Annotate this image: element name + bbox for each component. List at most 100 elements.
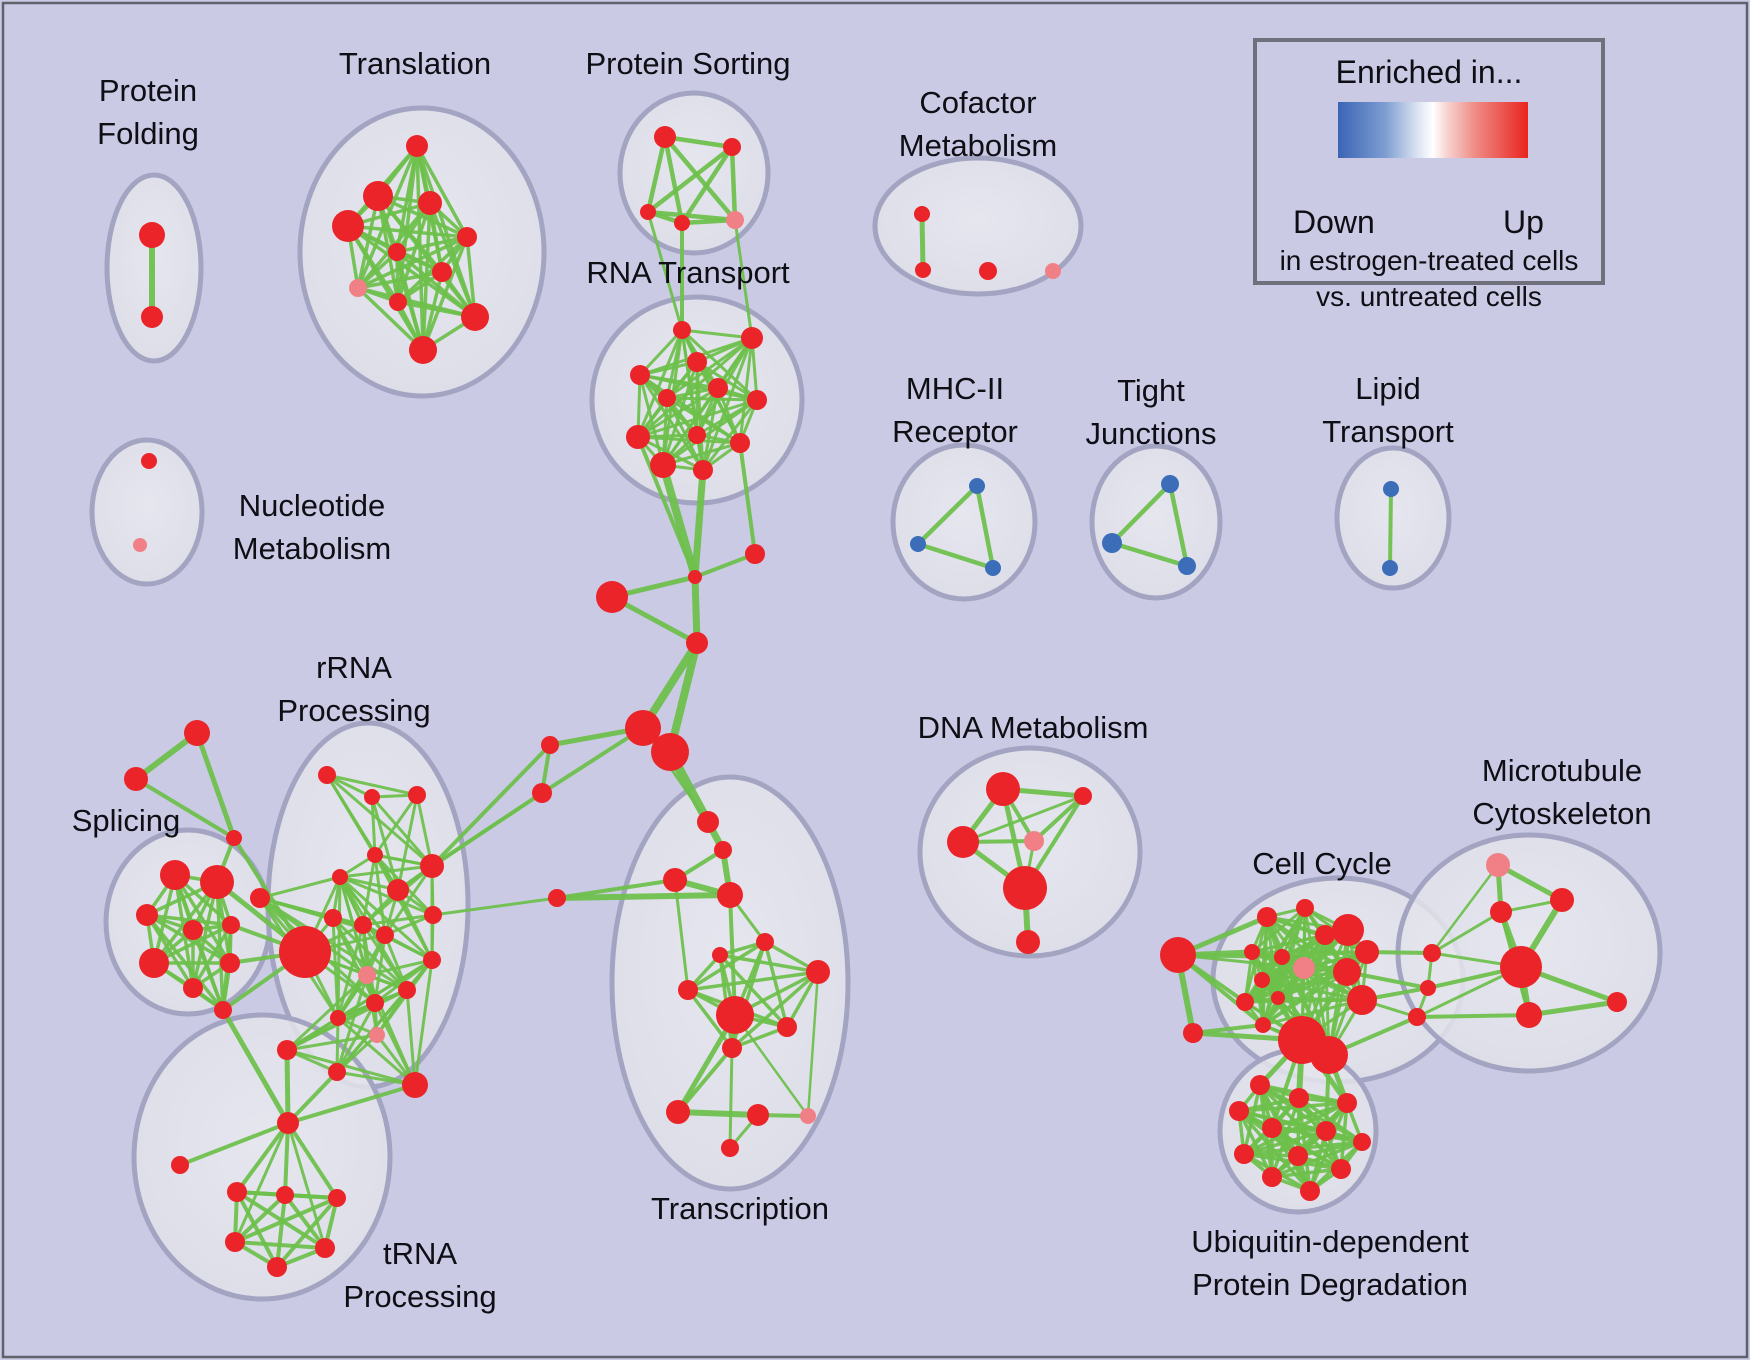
node-c6 bbox=[651, 733, 689, 771]
node-u7 bbox=[1353, 1133, 1371, 1151]
edge-rt7-rt12 bbox=[701, 398, 759, 472]
node-ps1 bbox=[654, 126, 676, 148]
node-t1 bbox=[406, 135, 428, 157]
label-tight-junctions: Tight bbox=[1117, 373, 1185, 408]
edge-cc7-cc17 bbox=[1250, 933, 1327, 954]
edge-ps2-ps4 bbox=[679, 144, 735, 226]
edge-tn1-tn4 bbox=[283, 1121, 290, 1197]
node-rr4 bbox=[367, 847, 383, 863]
label-protein-folding: Protein bbox=[99, 73, 197, 108]
edge-rr10-rr4 bbox=[373, 853, 387, 937]
node-s8 bbox=[183, 978, 203, 998]
edge-ps1-ps2 bbox=[662, 134, 735, 150]
node-rr2 bbox=[364, 789, 380, 805]
edge-t5-t6 bbox=[395, 235, 469, 254]
node-s6 bbox=[139, 948, 169, 978]
node-rr8 bbox=[424, 906, 442, 924]
legend-box: Enriched in... Down Up in estrogen-treat… bbox=[1253, 38, 1605, 312]
edge-rr13-rr19 bbox=[413, 958, 434, 1087]
edge-s2-s6 bbox=[152, 880, 219, 965]
edge-rr3-rr5 bbox=[415, 793, 434, 868]
edge-rt5-rt12 bbox=[701, 386, 720, 472]
node-rr10 bbox=[376, 926, 394, 944]
edge-cc15-cc17 bbox=[1323, 933, 1331, 1057]
edge-t1-t8 bbox=[356, 144, 419, 290]
edge-tr7-tr11 bbox=[718, 953, 789, 1029]
label-microtubule-cytoskeleton: Cytoskeleton bbox=[1472, 796, 1651, 831]
node-cc5 bbox=[1332, 914, 1364, 946]
node-rt1 bbox=[673, 321, 691, 339]
edge-tj1-tj2 bbox=[1109, 481, 1173, 546]
edge-tj2-tj3 bbox=[1109, 540, 1190, 569]
node-m2 bbox=[1420, 980, 1436, 996]
edge-u7-u10 bbox=[1270, 1140, 1364, 1179]
node-t5 bbox=[457, 227, 477, 247]
label-protein-sorting: Protein Sorting bbox=[585, 46, 790, 81]
edge-c8-rr7 bbox=[396, 791, 544, 892]
node-rt4 bbox=[630, 365, 650, 385]
edge-rt8-c1 bbox=[636, 435, 697, 579]
edge-s3-s7 bbox=[145, 913, 232, 965]
edge-rr17-rr16 bbox=[285, 1016, 340, 1052]
label-ubiquitin-degradation: Ubiquitin-dependent bbox=[1191, 1224, 1469, 1259]
node-t8 bbox=[349, 279, 367, 297]
edge-rt8-rt12 bbox=[636, 435, 705, 472]
node-rr21 bbox=[369, 1027, 385, 1043]
label-ubiquitin-degradation: Protein Degradation bbox=[1192, 1267, 1468, 1302]
label-rrna-processing: rRNA bbox=[316, 650, 392, 685]
node-tn2 bbox=[171, 1156, 189, 1174]
edge-rr8-rr6 bbox=[338, 875, 435, 917]
node-m5 bbox=[1550, 888, 1574, 912]
node-tn4 bbox=[276, 1186, 294, 1204]
edge-tn6-tn8 bbox=[233, 1240, 327, 1250]
node-t9 bbox=[389, 293, 407, 311]
edge-rr10-rr14 bbox=[373, 933, 387, 1005]
edge-rr9-rr16 bbox=[336, 923, 365, 1020]
node-u1 bbox=[1250, 1075, 1270, 1095]
label-translation: Translation bbox=[339, 46, 491, 81]
node-s4 bbox=[183, 920, 203, 940]
node-tn5 bbox=[328, 1189, 346, 1207]
edge-s4-s9 bbox=[191, 928, 225, 1012]
node-rr20 bbox=[250, 888, 270, 908]
edge-rr18-rr16 bbox=[335, 1016, 340, 1074]
node-lt1 bbox=[1383, 481, 1399, 497]
node-rr19 bbox=[402, 1072, 428, 1098]
edge-rt11-c1 bbox=[659, 461, 699, 581]
label-mhc-ii-receptor: MHC-II bbox=[906, 371, 1004, 406]
node-cc1 bbox=[1160, 937, 1196, 973]
edge-tn1-rr18 bbox=[286, 1070, 339, 1125]
edge-rt4-rt7 bbox=[638, 373, 759, 402]
label-rna-transport: RNA Transport bbox=[586, 255, 790, 290]
ellipse-lipid-transport bbox=[1334, 445, 1452, 591]
node-u11 bbox=[1331, 1159, 1351, 1179]
node-c7 bbox=[541, 736, 559, 754]
edge-ps2-ps3 bbox=[645, 144, 735, 215]
node-tr7 bbox=[712, 947, 728, 963]
edge-t7-t8 bbox=[356, 270, 444, 290]
label-rrna-processing: Processing bbox=[277, 693, 430, 728]
edge-rt10-rt11 bbox=[661, 441, 742, 467]
node-t7 bbox=[432, 262, 452, 282]
edge-tr12-tr13 bbox=[676, 1046, 734, 1114]
node-s9 bbox=[214, 1001, 232, 1019]
edge-c3-c4 bbox=[609, 594, 700, 646]
edge-rr17-rr21 bbox=[285, 1033, 379, 1052]
node-tr6 bbox=[756, 933, 774, 951]
edge-u10-u11 bbox=[1270, 1167, 1343, 1179]
node-cf4 bbox=[1045, 263, 1061, 279]
node-t11 bbox=[409, 336, 437, 364]
node-rr12 bbox=[358, 966, 376, 984]
node-u3 bbox=[1337, 1093, 1357, 1113]
node-u9 bbox=[1288, 1146, 1308, 1166]
node-mh3 bbox=[985, 560, 1001, 576]
node-s7 bbox=[220, 953, 240, 973]
legend-gradient-bar bbox=[1338, 102, 1528, 158]
legend-up-label: Up bbox=[1503, 204, 1544, 240]
node-mh2 bbox=[910, 536, 926, 552]
node-cc17 bbox=[1315, 925, 1335, 945]
edge-rr20-rr15 bbox=[258, 896, 409, 992]
node-u8 bbox=[1234, 1144, 1254, 1164]
edge-t1-t5 bbox=[415, 144, 469, 239]
